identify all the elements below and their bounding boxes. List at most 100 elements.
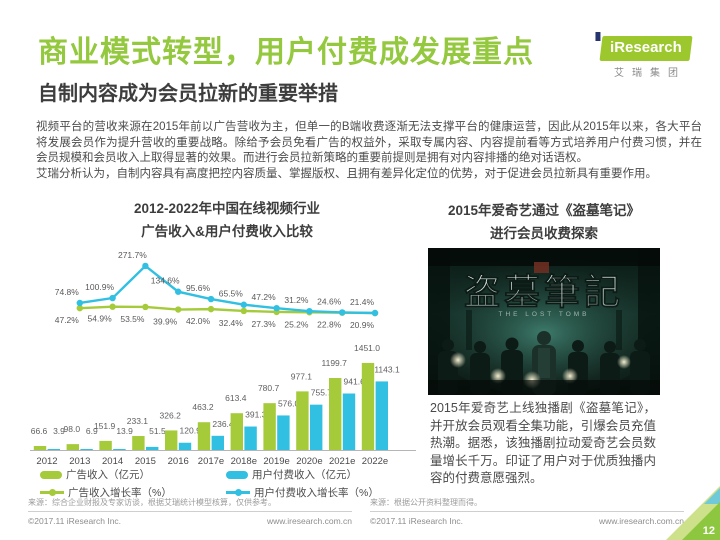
- growth-point: [142, 262, 149, 270]
- legend-paid-growth: 用户付费收入增长率（%）: [226, 485, 422, 500]
- paid-growth-line: [79, 264, 376, 315]
- ad-revenue-value-label: 977.1: [291, 371, 313, 381]
- x-axis-label: 2016: [168, 456, 189, 467]
- right-source-note: 来源：根据公开资料整理而得。: [370, 498, 482, 507]
- paid-revenue-bar: [113, 449, 126, 450]
- paid-revenue-value-label: 13.9: [116, 426, 133, 436]
- legend-label: 用户付费收入增长率（%）: [254, 487, 379, 499]
- growth-point: [371, 309, 379, 317]
- copyright-text: ©2017.11 iResearch Inc.: [370, 516, 464, 526]
- paid-revenue-bar: [178, 442, 192, 450]
- case-title: 2015年爱奇艺通过《盗墓笔记》 进行会员收费探索: [420, 199, 668, 245]
- x-axis-label: 2020e: [296, 456, 322, 467]
- paid-revenue-bar: [244, 426, 257, 450]
- growth-point: [76, 304, 83, 312]
- x-axis-label: 2022e: [362, 456, 388, 467]
- growth-value-label: 95.6%: [186, 283, 211, 293]
- legend-label: 广告收入（亿元）: [66, 469, 150, 481]
- growth-value-label: 27.3%: [252, 319, 277, 329]
- ad-revenue-bar: [263, 403, 276, 450]
- left-source-note: 来源：综合企业财报及专家访谈，根据艾瑞统计模型核算，仅供参考。: [28, 498, 276, 507]
- paid-revenue-value-label: 51.5: [149, 426, 166, 436]
- paid-revenue-value-label: 120.9: [180, 426, 202, 436]
- legend-paid-revenue: 用户付费收入（亿元）: [226, 467, 422, 482]
- ad-revenue-bar: [132, 436, 145, 450]
- growth-point: [76, 299, 83, 307]
- growth-point: [109, 303, 116, 310]
- ad-revenue-bar: [165, 430, 178, 450]
- lost-tomb-poster: 盗墓筆記 THE LOST TOMB: [424, 248, 664, 396]
- growth-value-label: 47.2%: [252, 292, 277, 302]
- iresearch-logo: iResearch 艾瑞集团: [594, 32, 698, 79]
- ad-revenue-bar: [329, 378, 342, 450]
- growth-value-label: 42.0%: [186, 316, 211, 326]
- cyan-line-swatch-icon: [226, 488, 250, 497]
- green-bar-swatch-icon: [40, 470, 62, 479]
- growth-value-label: 54.9%: [88, 314, 113, 324]
- case-title-line2: 进行会员收费探索: [490, 226, 598, 241]
- paid-revenue-value-label: 6.9: [86, 426, 98, 436]
- growth-point: [240, 307, 247, 315]
- intro-paragraph-1: 视频平台的营收来源在2015年前以广告营收为主，但单一的B端收费逐渐无法支撑平台…: [36, 121, 702, 164]
- paid-revenue-value-label: 1143.1: [374, 364, 400, 374]
- growth-point: [109, 294, 116, 302]
- ad-revenue-bar: [361, 362, 375, 450]
- growth-value-label: 22.8%: [317, 320, 342, 330]
- paid-revenue-value-label: 576.0: [278, 398, 300, 408]
- growth-value-label: 53.5%: [120, 314, 145, 324]
- x-axis-label: 2019e: [263, 456, 289, 467]
- legend-label: 用户付费收入（亿元）: [252, 469, 357, 481]
- green-line-swatch-icon: [40, 488, 64, 497]
- cyan-bar-swatch-icon: [226, 470, 248, 479]
- ad-revenue-value-label: 233.1: [127, 416, 149, 426]
- growth-value-label: 32.4%: [219, 318, 244, 328]
- website-text: www.iresearch.com.cn: [266, 516, 352, 526]
- copyright-text: ©2017.11 iResearch Inc.: [28, 516, 122, 526]
- growth-value-label: 20.9%: [350, 320, 375, 330]
- x-axis-label: 2017e: [198, 456, 224, 467]
- x-axis-label: 2014: [102, 456, 123, 467]
- chart-title-line2: 广告收入&用户付费收入比较: [141, 224, 313, 239]
- left-footer: ©2017.11 iResearch Inc. www.iresearch.co…: [28, 516, 352, 526]
- ad-revenue-value-label: 463.2: [192, 402, 214, 412]
- corner-ribbon-teal: [704, 488, 720, 504]
- growth-point: [339, 309, 346, 316]
- right-footer-divider: [370, 511, 684, 512]
- growth-point: [306, 307, 313, 315]
- paid-revenue-bar: [47, 449, 60, 450]
- right-footer: ©2017.11 iResearch Inc. www.iresearch.co…: [370, 516, 684, 526]
- ad-revenue-bar: [33, 446, 47, 450]
- combo-chart: 66.6 3.9 2012 98.0 6.9 2013 151.913.9 2014 233.1…: [30, 250, 416, 467]
- paid-revenue-value-label: 3.9: [53, 426, 65, 436]
- intro-text-block: 视频平台的营收来源在2015年前以广告营收为主，但单一的B端收费逐渐无法支撑平台…: [36, 120, 702, 182]
- logo-sub-brand: 艾瑞集团: [614, 68, 686, 79]
- paid-revenue-value-label: 941.6: [344, 377, 366, 387]
- growth-point: [175, 288, 182, 295]
- x-axis-label: 2013: [69, 456, 90, 467]
- x-axis-label: 2015: [135, 456, 156, 467]
- ad-revenue-value-label: 66.6: [31, 426, 48, 436]
- paid-revenue-bar: [375, 381, 388, 450]
- intro-paragraph-2: 艾瑞分析认为，自制内容具有高度把控内容质量、掌握版权、且拥有差异化定位的优势，对…: [36, 167, 657, 180]
- ad-revenue-value-label: 780.7: [258, 383, 280, 393]
- page-number: 12: [702, 525, 715, 537]
- left-footer-divider: [28, 511, 352, 512]
- chart-title: 2012-2022年中国在线视频行业 广告收入&用户付费收入比较: [28, 197, 426, 243]
- ad-revenue-bar: [66, 444, 79, 450]
- ad-revenue-bar: [197, 422, 211, 450]
- growth-point: [142, 303, 149, 311]
- growth-point: [175, 306, 182, 313]
- paid-revenue-bar: [80, 449, 93, 450]
- case-description: 2015年爱奇艺上线独播剧《盗墓笔记》，并开放会员观看全集功能，引爆会员充值热潮…: [430, 401, 656, 485]
- ad-revenue-value-label: 151.9: [94, 421, 116, 431]
- x-axis-label: 2021e: [329, 456, 355, 467]
- ad-revenue-value-label: 98.0: [64, 424, 81, 434]
- growth-value-label: 100.9%: [85, 282, 114, 292]
- growth-value-label: 65.5%: [219, 289, 244, 299]
- logo-accent-mark: [595, 32, 601, 41]
- growth-point: [207, 295, 215, 303]
- paid-revenue-bar: [211, 435, 224, 450]
- paid-revenue-bar: [310, 404, 323, 450]
- growth-value-label: 24.6%: [317, 296, 342, 306]
